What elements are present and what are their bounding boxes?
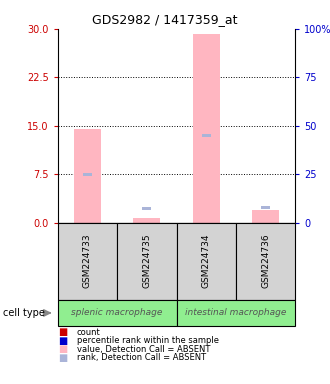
Bar xyxy=(202,134,211,137)
Bar xyxy=(252,210,279,223)
Text: ■: ■ xyxy=(58,336,67,346)
Text: value, Detection Call = ABSENT: value, Detection Call = ABSENT xyxy=(77,344,210,354)
Text: GSM224733: GSM224733 xyxy=(83,234,92,288)
Text: GSM224734: GSM224734 xyxy=(202,234,211,288)
Text: splenic macrophage: splenic macrophage xyxy=(72,308,163,318)
Text: ■: ■ xyxy=(58,344,67,354)
Text: ■: ■ xyxy=(58,353,67,362)
Text: count: count xyxy=(77,328,101,337)
Bar xyxy=(261,206,270,209)
Text: intestinal macrophage: intestinal macrophage xyxy=(185,308,287,318)
Bar xyxy=(133,218,160,223)
Text: rank, Detection Call = ABSENT: rank, Detection Call = ABSENT xyxy=(77,353,206,362)
Text: GDS2982 / 1417359_at: GDS2982 / 1417359_at xyxy=(92,13,238,26)
Text: GSM224735: GSM224735 xyxy=(142,234,151,288)
Bar xyxy=(142,207,151,210)
Text: percentile rank within the sample: percentile rank within the sample xyxy=(77,336,219,345)
Bar xyxy=(83,173,92,176)
Text: GSM224736: GSM224736 xyxy=(261,234,270,288)
Bar xyxy=(193,34,220,223)
Text: ■: ■ xyxy=(58,327,67,337)
Bar xyxy=(74,129,101,223)
Text: cell type: cell type xyxy=(3,308,45,318)
